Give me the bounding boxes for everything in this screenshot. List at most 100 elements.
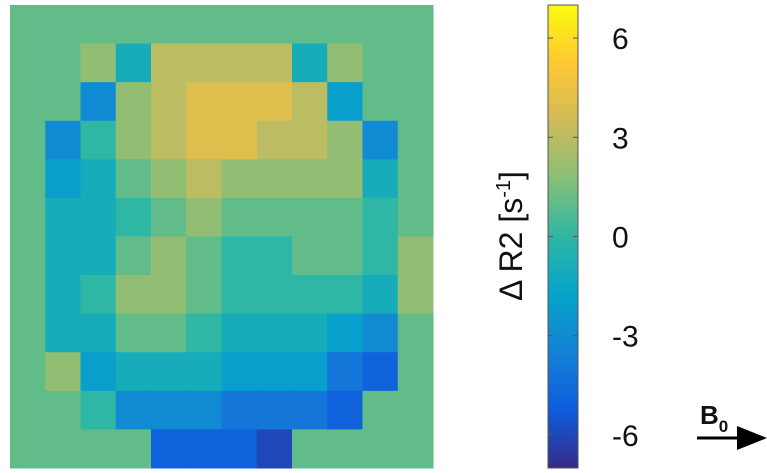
heat-cell: [397, 197, 434, 237]
heat-cell: [327, 159, 363, 199]
heat-cell: [292, 313, 328, 353]
heat-cell: [327, 313, 363, 353]
heat-cell: [80, 236, 117, 276]
heat-cell: [45, 275, 81, 315]
heat-cell: [45, 236, 81, 276]
heat-cell: [256, 236, 293, 276]
heat-cell: [115, 82, 152, 122]
heat-cell: [256, 275, 293, 315]
heat-cell: [80, 313, 117, 353]
heat-cell: [186, 352, 222, 392]
heat-cell: [45, 313, 81, 353]
heat-cell: [397, 236, 434, 276]
heat-cell: [256, 352, 293, 392]
heat-cell: [186, 82, 222, 122]
heat-cell: [10, 120, 46, 160]
tick-label: 6: [612, 23, 629, 56]
heat-cell: [397, 429, 434, 469]
heat-cell: [186, 197, 222, 237]
heat-cell: [327, 429, 363, 469]
heat-cell: [397, 82, 434, 122]
heat-cell: [80, 197, 117, 237]
heat-cell: [397, 352, 434, 392]
heat-cell: [327, 82, 363, 122]
heat-cell: [186, 159, 222, 199]
heat-cell: [45, 82, 81, 122]
label-text: ]: [493, 171, 529, 180]
heat-cell: [186, 390, 222, 430]
heat-cell: [256, 43, 293, 83]
colorbar-axis: 6 3 0 -3 -6: [548, 23, 639, 453]
heat-cell: [10, 5, 46, 45]
heat-cell: [45, 197, 81, 237]
heat-cell: [327, 197, 363, 237]
annotation-text: B: [700, 400, 719, 430]
heat-cell: [115, 5, 152, 45]
heat-cell: [45, 5, 81, 45]
heat-cell: [151, 120, 187, 160]
heat-cell: [186, 429, 222, 469]
heat-cell: [362, 197, 399, 237]
annotation-subscript: 0: [719, 417, 728, 436]
heat-cell: [397, 120, 434, 160]
heat-cell: [221, 236, 258, 276]
heat-cell: [115, 313, 152, 353]
heat-cell: [292, 197, 328, 237]
heat-cell: [10, 82, 46, 122]
heat-cell: [186, 236, 222, 276]
heat-cell: [151, 275, 187, 315]
heat-cell: [362, 82, 399, 122]
heat-cell: [362, 120, 399, 160]
heat-cell: [186, 43, 222, 83]
heat-cell: [80, 429, 117, 469]
heat-cell: [10, 43, 46, 83]
heat-cell: [221, 43, 258, 83]
heat-cell: [151, 159, 187, 199]
heat-cell: [45, 390, 81, 430]
heat-cell: [151, 352, 187, 392]
heat-cell: [10, 159, 46, 199]
heat-cell: [10, 236, 46, 276]
heat-cell: [115, 352, 152, 392]
heat-cell: [10, 429, 46, 469]
heat-cell: [80, 159, 117, 199]
field-annotation: B0: [700, 400, 728, 436]
heat-cell: [151, 197, 187, 237]
heat-cell: [45, 352, 81, 392]
heat-cell: [80, 120, 117, 160]
heat-cell: [10, 352, 46, 392]
heat-cell: [186, 120, 222, 160]
heat-cell: [115, 275, 152, 315]
heat-cell: [292, 352, 328, 392]
heat-cell: [256, 120, 293, 160]
heat-cell: [115, 197, 152, 237]
heat-cell: [362, 275, 399, 315]
heat-cell: [221, 197, 258, 237]
heat-cell: [80, 43, 117, 83]
heat-cell: [292, 390, 328, 430]
heat-cell: [115, 159, 152, 199]
heat-cell: [221, 352, 258, 392]
heat-cell: [151, 390, 187, 430]
heat-cell: [256, 390, 293, 430]
heat-cell: [151, 82, 187, 122]
heat-cell: [45, 43, 81, 83]
heat-cell: [221, 429, 258, 469]
heat-cell: [10, 275, 46, 315]
heat-cell: [115, 390, 152, 430]
tick-label: -3: [612, 321, 639, 354]
heat-cell: [221, 82, 258, 122]
heat-cell: [115, 120, 152, 160]
heat-cell: [151, 43, 187, 83]
tick-label: 0: [612, 222, 629, 255]
heat-cell: [151, 429, 187, 469]
heat-cell: [80, 352, 117, 392]
heat-cell: [80, 275, 117, 315]
heat-cell: [292, 43, 328, 83]
heat-cell: [397, 275, 434, 315]
heat-cell: [397, 159, 434, 199]
heat-cell: [45, 120, 81, 160]
heat-cell: [327, 120, 363, 160]
heat-cell: [327, 390, 363, 430]
